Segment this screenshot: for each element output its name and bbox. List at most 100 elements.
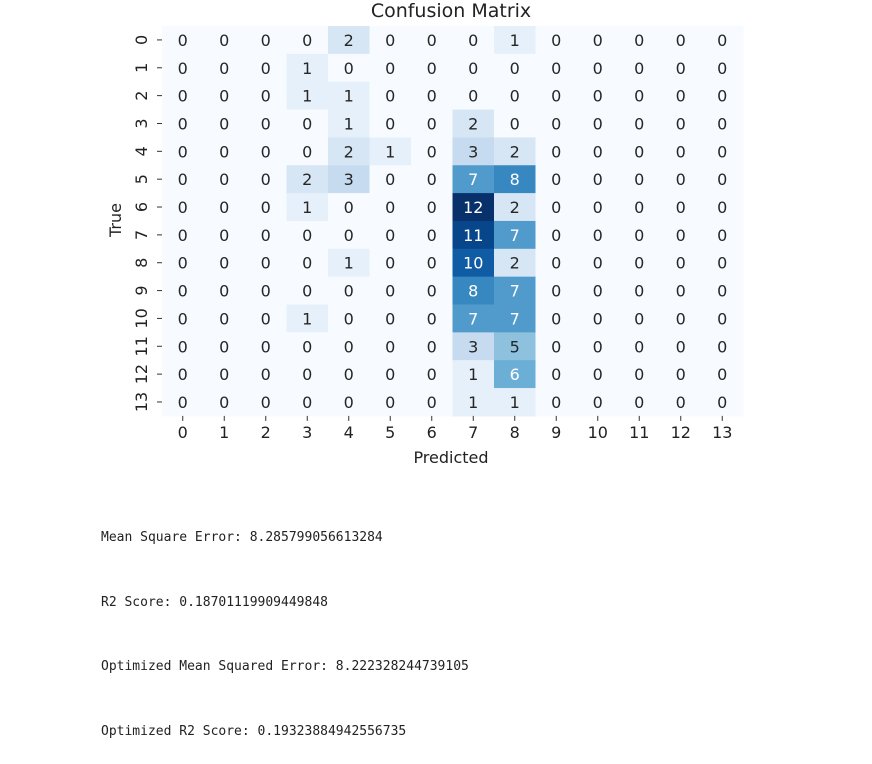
heatmap-cell-10-5 [369, 304, 412, 333]
cell-label-0-7: 0 [468, 31, 478, 50]
cell-label-6-8: 2 [510, 198, 520, 217]
heatmap-cell-9-8 [494, 276, 537, 306]
heatmap-cell-3-7 [452, 109, 495, 138]
heatmap-cell-13-2 [245, 388, 288, 417]
cell-label-4-4: 2 [344, 142, 354, 161]
y-tick-label-8: 8 [132, 258, 151, 268]
heatmap-cell-6-13 [701, 193, 744, 222]
cell-label-1-3: 1 [302, 59, 312, 78]
heatmap-cell-11-3 [286, 332, 329, 361]
cell-label-9-3: 0 [302, 282, 312, 301]
heatmap-cell-7-9 [535, 220, 578, 250]
heatmap-cell-6-10 [577, 193, 620, 222]
x-tick-label-3: 3 [302, 423, 312, 442]
y-tick-label-13: 13 [132, 392, 151, 412]
heatmap-cell-11-1 [203, 332, 246, 361]
heatmap-cell-10-0 [162, 304, 205, 333]
y-tick-label-7: 7 [132, 230, 151, 240]
heatmap-cell-2-2 [245, 81, 288, 111]
heatmap-cell-11-0 [162, 332, 205, 361]
heatmap-cell-13-0 [162, 388, 205, 417]
cell-label-8-7: 10 [463, 254, 483, 273]
cell-label-4-3: 0 [302, 142, 312, 161]
cell-label-5-5: 0 [385, 170, 395, 189]
cell-label-4-1: 0 [219, 142, 229, 161]
y-axis-label: True [106, 203, 125, 238]
cell-label-5-3: 2 [302, 170, 312, 189]
cell-label-2-6: 0 [427, 87, 437, 106]
cell-label-3-10: 0 [593, 114, 603, 133]
heatmap-cell-12-3 [286, 360, 329, 389]
r2-line: R2 Score: 0.18701119909449848 [101, 594, 328, 610]
heatmap-cell-1-0 [162, 53, 205, 83]
cell-label-2-10: 0 [593, 87, 603, 106]
cell-label-13-7: 1 [468, 393, 478, 412]
heatmap-cell-4-7 [452, 137, 495, 166]
cell-label-2-9: 0 [551, 87, 561, 106]
cell-label-2-11: 0 [634, 87, 644, 106]
cell-label-2-2: 0 [261, 87, 271, 106]
heatmap-cell-4-10 [577, 137, 620, 166]
cell-label-8-0: 0 [178, 254, 188, 273]
cell-label-10-10: 0 [593, 309, 603, 328]
cell-label-2-7: 0 [468, 87, 478, 106]
heatmap-cell-6-4 [328, 193, 371, 222]
cell-label-13-1: 0 [219, 393, 229, 412]
x-tick-label-0: 0 [178, 423, 188, 442]
y-tick-label-1: 1 [132, 63, 151, 73]
heatmap-cell-13-4 [328, 388, 371, 417]
x-tick-label-7: 7 [468, 423, 478, 442]
heatmap-cell-9-6 [411, 276, 454, 306]
cell-label-3-9: 0 [551, 114, 561, 133]
heatmap-cell-12-0 [162, 360, 205, 389]
heatmap-cell-11-7 [452, 332, 495, 361]
mse-line: Mean Square Error: 8.285799056613284 [101, 530, 383, 545]
cell-label-11-6: 0 [427, 337, 437, 356]
heatmap-cell-2-4 [328, 81, 371, 111]
cell-label-7-5: 0 [385, 226, 395, 245]
cell-label-1-12: 0 [676, 59, 686, 78]
heatmap-cell-13-3 [286, 388, 329, 417]
heatmap-cell-0-1 [203, 26, 246, 55]
cell-label-12-5: 0 [385, 365, 395, 384]
heatmap-cell-5-4 [328, 165, 371, 194]
cell-label-9-11: 0 [634, 282, 644, 301]
heatmap-cell-12-10 [577, 360, 620, 389]
heatmap-cell-1-5 [369, 53, 412, 83]
cell-label-2-13: 0 [717, 87, 727, 106]
optimized-mse-line: Optimized Mean Squared Error: 8.22232824… [101, 659, 469, 674]
heatmap-cell-12-4 [328, 360, 371, 389]
cell-label-5-0: 0 [178, 170, 188, 189]
heatmap-cell-6-0 [162, 193, 205, 222]
cell-label-10-12: 0 [676, 309, 686, 328]
chart-title: Confusion Matrix [371, 0, 531, 22]
heatmap-cell-0-5 [369, 26, 412, 55]
cell-label-12-6: 0 [427, 365, 437, 384]
heatmap-cell-1-3 [286, 53, 329, 83]
cell-label-11-9: 0 [551, 337, 561, 356]
heatmap-cell-12-5 [369, 360, 412, 389]
cell-label-12-4: 0 [344, 365, 354, 384]
heatmap-cell-5-8 [494, 165, 537, 194]
heatmap-cell-9-2 [245, 276, 288, 306]
heatmap-cell-6-1 [203, 193, 246, 222]
cell-label-6-1: 0 [219, 198, 229, 217]
y-tick-label-4: 4 [132, 146, 151, 156]
heatmap-cell-8-7 [452, 248, 495, 278]
heatmap-cell-11-5 [369, 332, 412, 361]
cell-label-4-11: 0 [634, 142, 644, 161]
heatmap-cell-0-13 [701, 26, 744, 55]
cell-label-8-9: 0 [551, 254, 561, 273]
y-tick-label-6: 6 [132, 202, 151, 212]
heatmap-cell-3-5 [369, 109, 412, 138]
cell-label-5-10: 0 [593, 170, 603, 189]
heatmap-cell-0-0 [162, 26, 205, 55]
cell-label-6-9: 0 [551, 198, 561, 217]
heatmap-cell-3-6 [411, 109, 454, 138]
heatmap-cell-5-1 [203, 165, 246, 194]
heatmap-cell-11-4 [328, 332, 371, 361]
heatmap-cell-9-10 [577, 276, 620, 306]
cell-label-0-12: 0 [676, 31, 686, 50]
heatmap-cell-13-5 [369, 388, 412, 417]
heatmap-cell-12-8 [494, 360, 537, 389]
